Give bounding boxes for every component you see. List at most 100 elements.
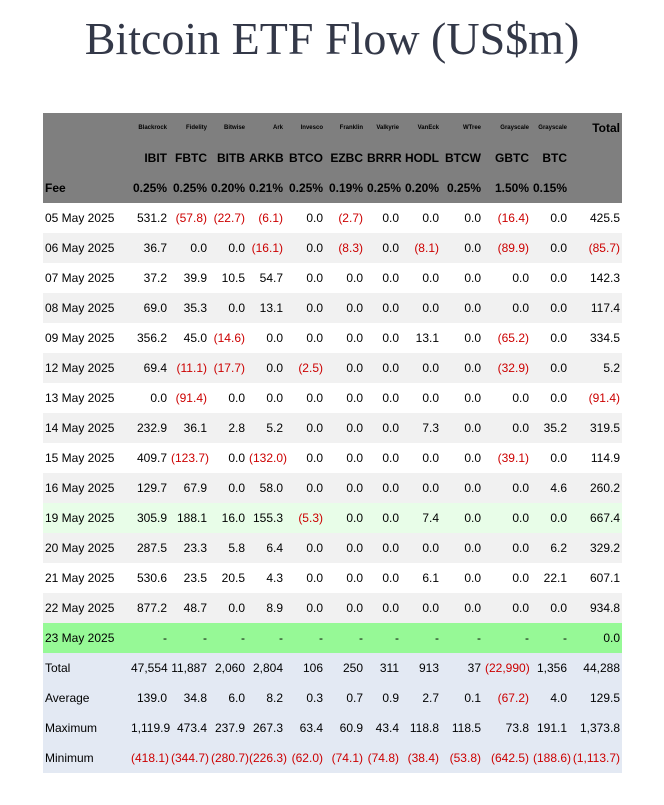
flow-value: 48.7 bbox=[169, 593, 209, 623]
flow-value: (32.9) bbox=[483, 353, 531, 383]
flow-value: 36.1 bbox=[169, 413, 209, 443]
flow-value: 188.1 bbox=[169, 503, 209, 533]
flow-value: 69.4 bbox=[129, 353, 169, 383]
row-total: 934.8 bbox=[569, 593, 622, 623]
flow-value: 0.0 bbox=[550, 211, 567, 225]
flow-value: (2.5) bbox=[285, 353, 325, 383]
flow-value: 67.9 bbox=[169, 473, 209, 503]
row-date: 16 May 2025 bbox=[43, 473, 129, 503]
flow-value: - bbox=[325, 623, 365, 653]
flow-value: 0.0 bbox=[422, 451, 439, 465]
summary-label: Maximum bbox=[43, 713, 129, 743]
flow-value: - bbox=[531, 623, 569, 653]
flow-value: 0.0 bbox=[382, 271, 399, 285]
ticker-label: EZBC bbox=[325, 143, 365, 173]
flow-value: 0.0 bbox=[266, 331, 283, 345]
flow-value: 0.0 bbox=[401, 293, 441, 323]
flow-value: 13.1 bbox=[415, 331, 439, 345]
ticker-label: BTCO bbox=[285, 143, 325, 173]
flow-value: 0.0 bbox=[401, 533, 441, 563]
flow-value: 0.0 bbox=[228, 391, 245, 405]
flow-value: 5.2 bbox=[247, 413, 285, 443]
flow-value: 0.0 bbox=[512, 391, 529, 405]
summary-value: 1,356 bbox=[531, 653, 569, 683]
flow-value: (91.4) bbox=[175, 391, 207, 405]
summary-value: (344.7) bbox=[169, 743, 209, 773]
flow-value: (132.0) bbox=[249, 451, 288, 465]
flow-value: 0.0 bbox=[325, 533, 365, 563]
flow-value: 0.0 bbox=[365, 503, 401, 533]
summary-value: 0.7 bbox=[325, 683, 365, 713]
flow-value: 0.0 bbox=[464, 271, 481, 285]
flow-value: 0.0 bbox=[266, 391, 283, 405]
flow-value: 5.8 bbox=[209, 533, 247, 563]
flow-value: (11.1) bbox=[169, 353, 209, 383]
flow-value: 0.0 bbox=[464, 211, 481, 225]
summary-total: 129.5 bbox=[569, 683, 622, 713]
flow-value: 356.2 bbox=[136, 331, 167, 345]
flow-value: 0.0 bbox=[422, 211, 439, 225]
summary-value: (62.0) bbox=[285, 743, 325, 773]
flow-value: 0.0 bbox=[306, 211, 323, 225]
summary-value: (642.5) bbox=[483, 743, 531, 773]
ticker-label: FBTC bbox=[169, 143, 209, 173]
daily-flow-row: 14 May 2025 232.9 36.1 2.8 5.2 0.0 0.0 0.0 7.3 0.… bbox=[43, 413, 622, 443]
row-total: 142.3 bbox=[589, 271, 620, 285]
flow-value: 0.0 bbox=[285, 593, 325, 623]
row-date: 07 May 2025 bbox=[45, 271, 115, 285]
daily-flow-row: 16 May 2025 129.7 67.9 0.0 58.0 0.0 0.0 0.0 0.0 0… bbox=[43, 473, 622, 503]
flow-value: - bbox=[247, 623, 285, 653]
flow-value: 0.0 bbox=[531, 293, 569, 323]
ticker-label: GBTC bbox=[483, 143, 531, 173]
flow-value: 0.0 bbox=[531, 233, 569, 263]
flow-value: 0.0 bbox=[346, 391, 363, 405]
ticker-label: BITB bbox=[209, 143, 247, 173]
fee-total-blank bbox=[569, 173, 622, 203]
flow-value: 0.0 bbox=[325, 473, 365, 503]
summary-value: 237.9 bbox=[209, 713, 247, 743]
summary-value: 63.4 bbox=[285, 713, 325, 743]
summary-value: 913 bbox=[401, 653, 441, 683]
fee-value: 0.19% bbox=[325, 173, 365, 203]
flow-value: 0.0 bbox=[306, 331, 323, 345]
summary-value: 0.1 bbox=[441, 683, 483, 713]
issuer-label: Blackrock bbox=[129, 113, 169, 143]
flow-value: 0.0 bbox=[441, 503, 483, 533]
fee-value: 0.25% bbox=[441, 173, 483, 203]
summary-value: (226.3) bbox=[247, 743, 287, 773]
flow-value: 7.4 bbox=[401, 503, 441, 533]
row-date: 23 May 2025 bbox=[43, 623, 129, 653]
flow-value: 0.0 bbox=[306, 271, 323, 285]
flow-value: 0.0 bbox=[441, 293, 483, 323]
daily-flow-row: 05 May 2025 531.2 (57.8) (22.7) (6.1) 0.0 (2.7… bbox=[43, 203, 622, 233]
header-issuer-row: Blackrock Fidelity Bitwise Ark Invesco Frankl… bbox=[43, 113, 622, 143]
flow-value: 232.9 bbox=[129, 413, 169, 443]
flow-value: 409.7 bbox=[136, 451, 167, 465]
summary-row-maximum: Maximum 1,119.9 473.4 237.9 267.3 63.4 60.9 43.… bbox=[43, 713, 622, 743]
flow-value: 45.0 bbox=[183, 331, 207, 345]
ticker-label: BTCW bbox=[441, 143, 483, 173]
summary-value: 118.5 bbox=[441, 713, 483, 743]
row-date: 13 May 2025 bbox=[45, 391, 115, 405]
flow-value: 39.9 bbox=[183, 271, 207, 285]
flow-value: 8.9 bbox=[247, 593, 285, 623]
flow-value: - bbox=[285, 623, 325, 653]
ticker-label: BTC bbox=[531, 143, 569, 173]
flow-value: 13.1 bbox=[247, 293, 285, 323]
flow-value: 0.0 bbox=[325, 293, 365, 323]
summary-value: (67.2) bbox=[483, 683, 531, 713]
flow-value: 0.0 bbox=[483, 533, 531, 563]
flow-value: 0.0 bbox=[441, 533, 483, 563]
flow-value: 2.8 bbox=[209, 413, 247, 443]
flow-value: 0.0 bbox=[209, 293, 247, 323]
ticker-label: IBIT bbox=[129, 143, 169, 173]
flow-value: 4.3 bbox=[266, 571, 283, 585]
flow-value: 531.2 bbox=[136, 211, 167, 225]
flow-value: (65.2) bbox=[497, 331, 529, 345]
fee-value: 0.25% bbox=[365, 173, 401, 203]
row-date: 12 May 2025 bbox=[43, 353, 129, 383]
flow-value: 0.0 bbox=[209, 233, 247, 263]
row-total: 117.4 bbox=[569, 293, 622, 323]
flow-value: 0.0 bbox=[512, 571, 529, 585]
row-total: 607.1 bbox=[589, 571, 620, 585]
